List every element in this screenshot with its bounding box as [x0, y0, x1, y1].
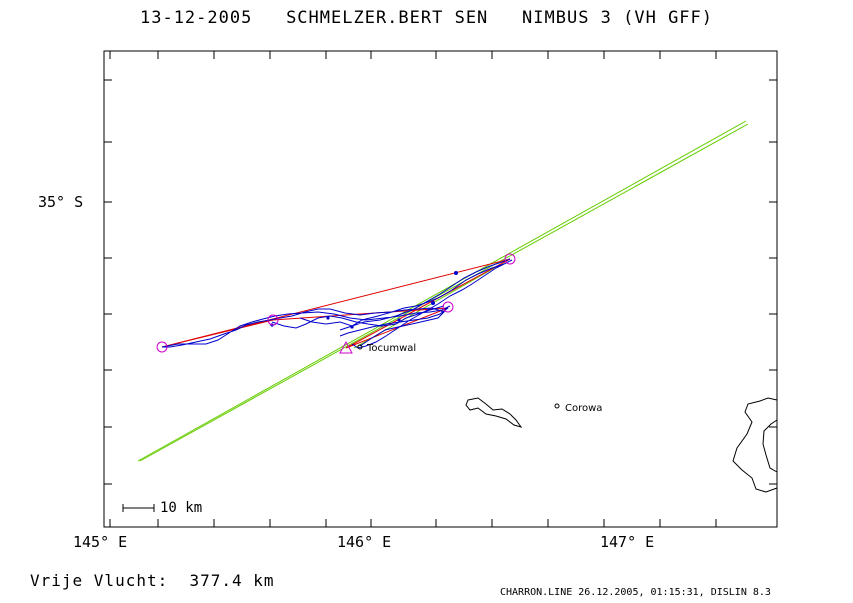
distance-readout: Vrije Vlucht: 377.4 km: [30, 571, 275, 590]
distance-label: Vrije Vlucht:: [30, 571, 169, 590]
left-ticks: [104, 79, 112, 485]
scale-bar-label: 10 km: [160, 500, 203, 516]
lake-outline: [465, 397, 523, 428]
turnpoint-3: [267, 314, 279, 326]
track-points: [270, 271, 458, 329]
longitude-label-147: 147° E: [600, 533, 655, 551]
longitude-label-146: 146° E: [337, 533, 392, 551]
credit-line: CHARRON.LINE 26.12.2005, 01:15:31, DISLI…: [500, 587, 771, 598]
bottom-ticks: [109, 519, 717, 527]
scale-bar: [122, 504, 155, 512]
turnpoints: [156, 253, 516, 354]
turnpoint-2: [156, 341, 168, 353]
corowa-marker: [554, 403, 560, 409]
distance-value: 377.4 km: [189, 571, 275, 590]
turnpoint-4: [442, 301, 454, 313]
task-line: [161, 258, 511, 349]
sector-lines: [137, 120, 749, 462]
map-frame: [103, 50, 778, 528]
right-ticks: [769, 79, 777, 485]
longitude-label-145: 145° E: [73, 533, 128, 551]
flight-track: [161, 258, 513, 349]
flight-date: 13-12-2005: [139, 8, 253, 28]
turnpoint-1: [504, 253, 516, 265]
pilot-name: SCHMELZER.BERT SEN: [286, 8, 489, 28]
coast-outline: [732, 397, 778, 493]
start-triangle: [339, 340, 353, 354]
latitude-label: 35° S: [38, 193, 84, 211]
glider-name: NIMBUS 3 (VH GFF): [522, 8, 714, 28]
top-ticks: [109, 51, 717, 59]
town-label-tocumwal: Tocumwal: [367, 343, 417, 354]
coast-outline-inner: [762, 419, 778, 473]
town-label-corowa: Corowa: [565, 403, 603, 414]
map-title: 13-12-2005 SCHMELZER.BERT SEN NIMBUS 3 (…: [0, 8, 853, 28]
tocumwal-marker: [357, 344, 363, 350]
